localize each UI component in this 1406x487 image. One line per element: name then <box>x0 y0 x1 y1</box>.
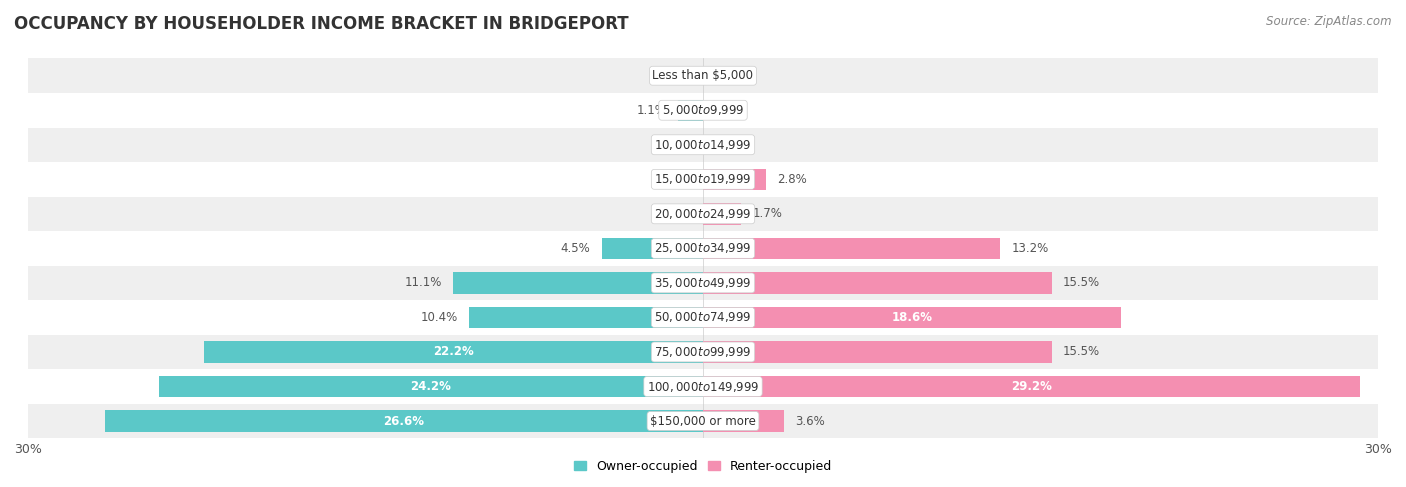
Bar <box>703 203 741 225</box>
Legend: Owner-occupied, Renter-occupied: Owner-occupied, Renter-occupied <box>568 455 838 478</box>
Bar <box>28 231 1378 265</box>
Bar <box>703 307 1122 328</box>
Text: 15.5%: 15.5% <box>1063 277 1099 289</box>
Bar <box>28 93 1378 128</box>
Text: 0.0%: 0.0% <box>662 173 692 186</box>
Bar <box>28 404 1378 438</box>
Bar <box>104 411 703 432</box>
Bar <box>703 272 1052 294</box>
Bar <box>703 411 785 432</box>
Bar <box>28 58 1378 93</box>
Bar <box>28 300 1378 335</box>
Text: $20,000 to $24,999: $20,000 to $24,999 <box>654 207 752 221</box>
Text: 26.6%: 26.6% <box>384 414 425 428</box>
Text: 1.1%: 1.1% <box>637 104 666 117</box>
Bar <box>159 376 703 397</box>
Text: Less than $5,000: Less than $5,000 <box>652 69 754 82</box>
Text: $5,000 to $9,999: $5,000 to $9,999 <box>662 103 744 117</box>
Bar <box>678 99 703 121</box>
Text: 3.6%: 3.6% <box>796 414 825 428</box>
Text: 11.1%: 11.1% <box>405 277 441 289</box>
Bar <box>703 341 1052 363</box>
Text: 0.0%: 0.0% <box>662 138 692 151</box>
Bar <box>204 341 703 363</box>
Bar <box>703 169 766 190</box>
Text: 0.0%: 0.0% <box>714 138 744 151</box>
Text: 0.0%: 0.0% <box>662 207 692 220</box>
Text: 22.2%: 22.2% <box>433 345 474 358</box>
Bar <box>28 369 1378 404</box>
Bar <box>470 307 703 328</box>
Text: $10,000 to $14,999: $10,000 to $14,999 <box>654 138 752 152</box>
Text: $75,000 to $99,999: $75,000 to $99,999 <box>654 345 752 359</box>
Text: $35,000 to $49,999: $35,000 to $49,999 <box>654 276 752 290</box>
Bar <box>28 197 1378 231</box>
Text: 29.2%: 29.2% <box>1011 380 1052 393</box>
Text: 4.5%: 4.5% <box>561 242 591 255</box>
Text: 15.5%: 15.5% <box>1063 345 1099 358</box>
Bar <box>453 272 703 294</box>
Text: $15,000 to $19,999: $15,000 to $19,999 <box>654 172 752 187</box>
Text: Source: ZipAtlas.com: Source: ZipAtlas.com <box>1267 15 1392 28</box>
Text: 24.2%: 24.2% <box>411 380 451 393</box>
Text: 2.8%: 2.8% <box>778 173 807 186</box>
Text: $150,000 or more: $150,000 or more <box>650 414 756 428</box>
Text: 13.2%: 13.2% <box>1011 242 1049 255</box>
Bar <box>602 238 703 259</box>
Text: $50,000 to $74,999: $50,000 to $74,999 <box>654 310 752 324</box>
Text: $100,000 to $149,999: $100,000 to $149,999 <box>647 379 759 393</box>
Text: 0.0%: 0.0% <box>662 69 692 82</box>
Text: $25,000 to $34,999: $25,000 to $34,999 <box>654 242 752 255</box>
Text: 1.7%: 1.7% <box>752 207 782 220</box>
Bar <box>28 265 1378 300</box>
Bar <box>28 335 1378 369</box>
Text: 10.4%: 10.4% <box>420 311 458 324</box>
Text: 0.0%: 0.0% <box>714 69 744 82</box>
Text: OCCUPANCY BY HOUSEHOLDER INCOME BRACKET IN BRIDGEPORT: OCCUPANCY BY HOUSEHOLDER INCOME BRACKET … <box>14 15 628 33</box>
Bar <box>703 238 1000 259</box>
Text: 0.0%: 0.0% <box>714 104 744 117</box>
Bar <box>28 162 1378 197</box>
Bar <box>703 376 1360 397</box>
Text: 18.6%: 18.6% <box>891 311 932 324</box>
Bar <box>28 128 1378 162</box>
